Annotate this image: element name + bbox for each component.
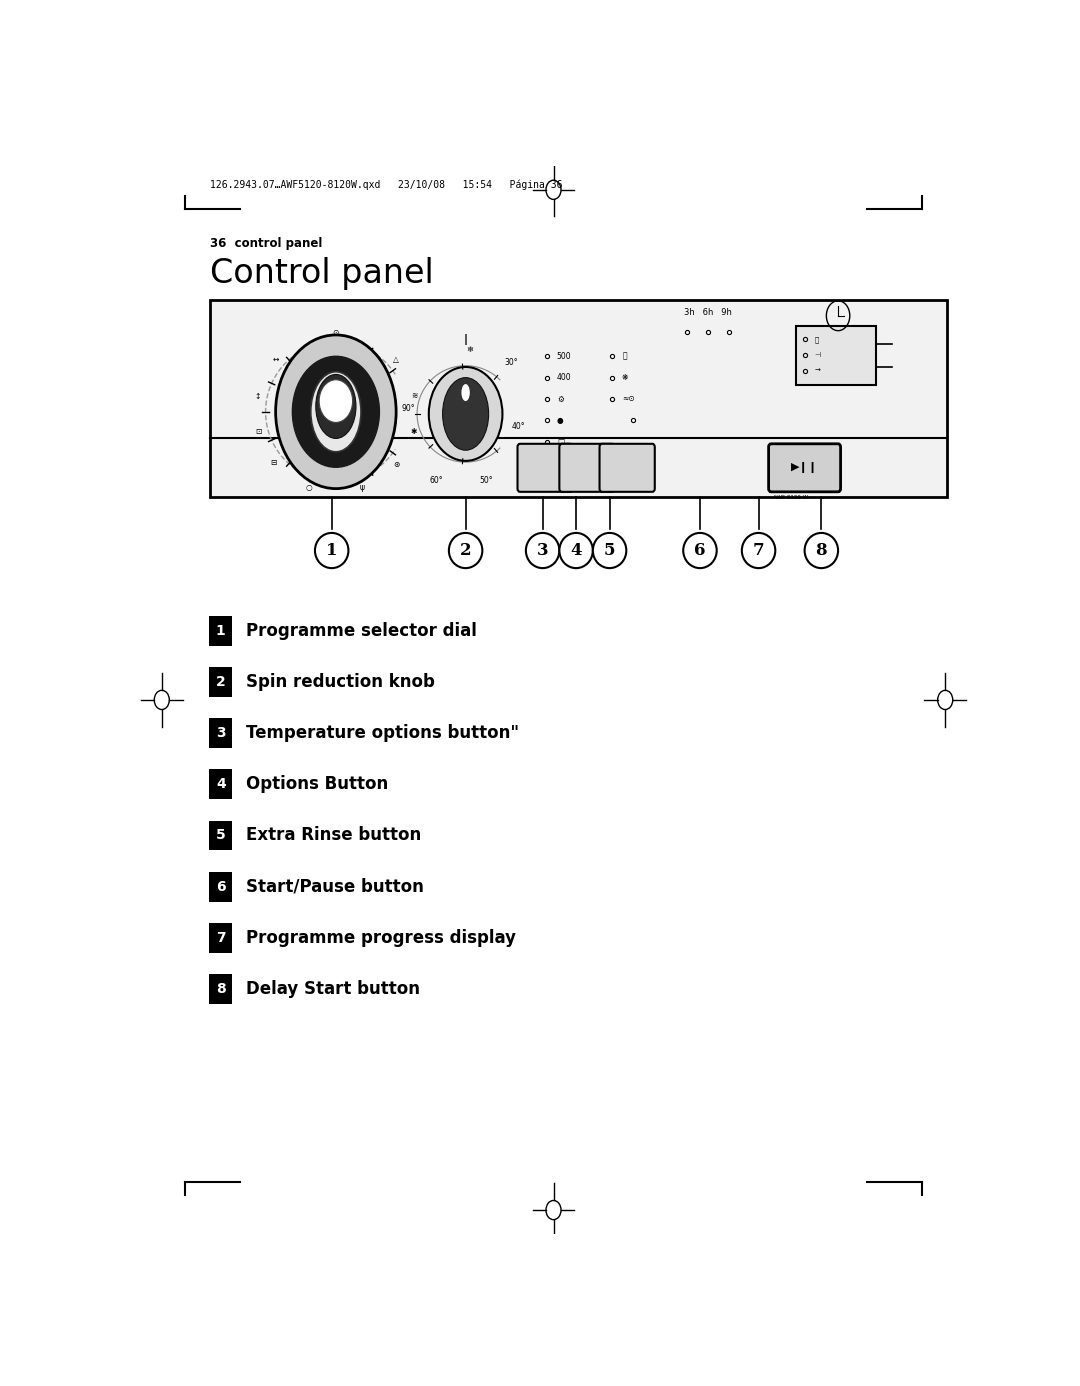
- Text: Programme progress display: Programme progress display: [246, 929, 516, 947]
- Ellipse shape: [311, 371, 361, 452]
- Ellipse shape: [315, 374, 356, 438]
- FancyBboxPatch shape: [211, 299, 947, 498]
- Text: 500: 500: [557, 352, 571, 360]
- Text: △: △: [393, 355, 400, 363]
- Text: 4: 4: [216, 778, 226, 791]
- Text: ○: ○: [306, 482, 313, 492]
- Text: ▶❙❙: ▶❙❙: [791, 463, 819, 473]
- Text: 7: 7: [216, 931, 226, 945]
- FancyBboxPatch shape: [210, 974, 232, 1003]
- Text: 400: 400: [557, 373, 571, 383]
- Text: 凸: 凸: [622, 352, 626, 360]
- Text: 2: 2: [460, 542, 472, 559]
- FancyBboxPatch shape: [769, 444, 840, 492]
- Text: ⊙: ⊙: [540, 464, 551, 477]
- Text: Delay Start button: Delay Start button: [246, 980, 420, 998]
- Text: Programme selector dial: Programme selector dial: [246, 621, 477, 639]
- FancyBboxPatch shape: [517, 444, 572, 492]
- FancyBboxPatch shape: [210, 872, 232, 902]
- Ellipse shape: [449, 532, 483, 568]
- Text: ❄: ❄: [467, 345, 473, 355]
- Text: 5: 5: [216, 829, 226, 843]
- Circle shape: [429, 367, 502, 462]
- Text: 30°: 30°: [504, 358, 518, 367]
- Ellipse shape: [593, 532, 626, 568]
- Text: AWF 8120 W: AWF 8120 W: [773, 495, 808, 500]
- Text: Extra Rinse button: Extra Rinse button: [246, 826, 421, 844]
- Text: ⊛: ⊛: [393, 460, 400, 468]
- Text: ⊡: ⊡: [611, 464, 621, 477]
- Circle shape: [275, 335, 396, 489]
- Ellipse shape: [742, 532, 775, 568]
- Ellipse shape: [315, 532, 349, 568]
- Text: ⊟: ⊟: [271, 457, 278, 467]
- Text: 8: 8: [216, 983, 226, 997]
- Ellipse shape: [443, 377, 488, 450]
- Text: 8: 8: [815, 542, 827, 559]
- Text: ✱: ✱: [410, 427, 417, 435]
- Text: ⊙: ⊙: [333, 327, 339, 337]
- Ellipse shape: [559, 532, 593, 568]
- Text: ↕: ↕: [254, 392, 260, 401]
- FancyBboxPatch shape: [210, 923, 232, 952]
- Text: ≋: ≋: [411, 392, 418, 401]
- Text: ●: ●: [557, 416, 564, 426]
- Text: 50°: 50°: [480, 475, 494, 485]
- Text: 126.2943.07…AWF5120-8120W.qxd   23/10/08   15:54   Página 36: 126.2943.07…AWF5120-8120W.qxd 23/10/08 1…: [211, 179, 563, 190]
- Text: ≈⊙: ≈⊙: [622, 395, 635, 403]
- FancyBboxPatch shape: [210, 769, 232, 800]
- Text: 3: 3: [216, 726, 226, 740]
- Text: Control panel: Control panel: [211, 256, 434, 290]
- Ellipse shape: [526, 532, 559, 568]
- Text: ⚙: ⚙: [557, 395, 564, 403]
- Text: ⊙⊙: ⊙⊙: [570, 466, 586, 475]
- Text: →: →: [814, 369, 821, 374]
- Text: Start/Pause button: Start/Pause button: [246, 877, 424, 895]
- Text: 36  control panel: 36 control panel: [211, 237, 323, 249]
- Text: 3: 3: [537, 542, 549, 559]
- Text: Options Button: Options Button: [246, 775, 389, 793]
- FancyBboxPatch shape: [599, 444, 654, 492]
- Text: |: |: [463, 334, 468, 345]
- FancyBboxPatch shape: [210, 615, 232, 646]
- Text: 3h   6h   9h: 3h 6h 9h: [685, 308, 732, 317]
- Text: ⊡: ⊡: [255, 427, 261, 435]
- Text: 6: 6: [216, 880, 226, 894]
- Circle shape: [320, 380, 352, 423]
- Text: 5: 5: [604, 542, 616, 559]
- Text: Spin reduction knob: Spin reduction knob: [246, 672, 435, 690]
- FancyBboxPatch shape: [210, 821, 232, 851]
- Circle shape: [293, 356, 379, 467]
- Ellipse shape: [461, 384, 470, 401]
- FancyBboxPatch shape: [210, 718, 232, 748]
- Text: 7: 7: [753, 542, 765, 559]
- Text: ↔: ↔: [272, 355, 279, 363]
- Text: 1: 1: [216, 624, 226, 638]
- Text: 4: 4: [570, 542, 582, 559]
- Text: 60°: 60°: [430, 475, 443, 485]
- Text: 90°: 90°: [402, 405, 416, 413]
- Text: ❋: ❋: [622, 373, 629, 383]
- Text: 40°: 40°: [512, 423, 525, 431]
- Ellipse shape: [684, 532, 717, 568]
- FancyBboxPatch shape: [559, 444, 615, 492]
- Text: 凸: 凸: [814, 335, 819, 342]
- Text: ⊣: ⊣: [814, 352, 821, 358]
- Ellipse shape: [805, 532, 838, 568]
- FancyBboxPatch shape: [210, 667, 232, 697]
- Text: ψ: ψ: [360, 482, 365, 492]
- Text: Temperature options button": Temperature options button": [246, 723, 519, 742]
- FancyBboxPatch shape: [796, 326, 876, 385]
- Text: 1: 1: [326, 542, 337, 559]
- Text: 2: 2: [216, 675, 226, 689]
- Text: 6: 6: [694, 542, 705, 559]
- Text: □: □: [557, 437, 564, 446]
